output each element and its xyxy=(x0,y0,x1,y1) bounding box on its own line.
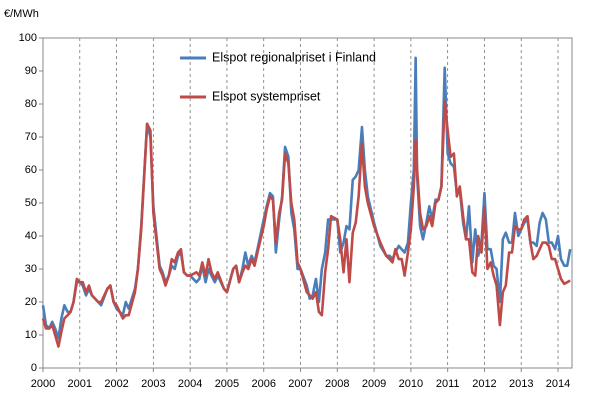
y-tick-label: 20 xyxy=(25,296,37,308)
x-tick-label: 2001 xyxy=(68,378,92,390)
x-tick-label: 2003 xyxy=(141,378,165,390)
plot-frame xyxy=(42,37,573,369)
y-axis-label: €/MWh xyxy=(4,8,39,20)
y-tick-label: 40 xyxy=(25,230,37,242)
x-tick-label: 2008 xyxy=(325,378,349,390)
y-tick-label: 0 xyxy=(31,362,37,374)
x-tick-label: 2012 xyxy=(472,378,496,390)
y-tick-label: 30 xyxy=(25,263,37,275)
x-tick-label: 2013 xyxy=(509,378,533,390)
x-tick-label: 2010 xyxy=(399,378,423,390)
y-tick-label: 70 xyxy=(25,131,37,143)
y-tick-label: 50 xyxy=(25,197,37,209)
x-tick-label: 2002 xyxy=(104,378,128,390)
x-tick-label: 2009 xyxy=(362,378,386,390)
x-tick-label: 2000 xyxy=(31,378,55,390)
x-tick-label: 2004 xyxy=(178,378,202,390)
x-tick-label: 2011 xyxy=(436,378,460,390)
y-tick-label: 60 xyxy=(25,164,37,176)
y-tick-label: 90 xyxy=(25,65,37,77)
x-tick-label: 2007 xyxy=(288,378,312,390)
y-tick-label: 80 xyxy=(25,98,37,110)
legend-label: Elspot systempriset xyxy=(212,89,321,103)
legend-label: Elspot regionalpriset i Finland xyxy=(212,50,376,64)
x-tick-label: 2005 xyxy=(215,378,239,390)
x-tick-label: 2006 xyxy=(251,378,275,390)
y-tick-label: 100 xyxy=(19,32,37,44)
series-line xyxy=(41,99,571,348)
x-tick-label: 2014 xyxy=(546,378,570,390)
y-tick-label: 10 xyxy=(25,329,37,341)
